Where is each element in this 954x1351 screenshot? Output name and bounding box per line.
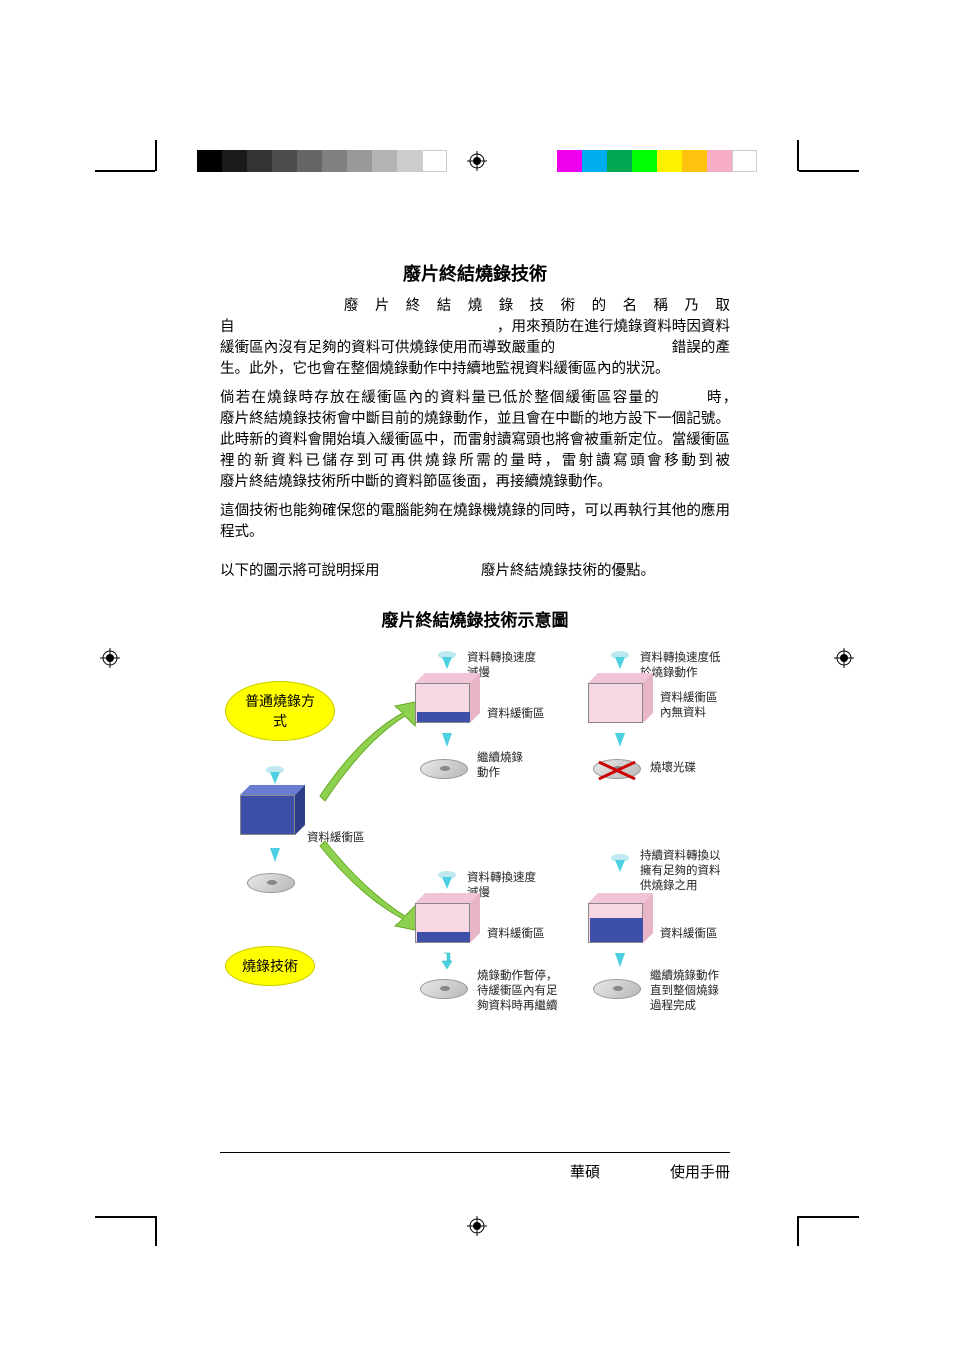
arrow-down-icon	[610, 731, 630, 751]
label-burnt-disc: 燒壞光碟	[650, 761, 696, 776]
heading-diagram: 廢片終結燒錄技術示意圖	[220, 606, 730, 631]
paragraph-2: 倘若在燒錄時存放在緩衝區內的資料量已低於整個緩衝區容量的 時， 廢片終結燒錄技術…	[220, 388, 730, 493]
registration-mark-bottom	[467, 1216, 487, 1236]
page-content: 廢片終結燒錄技術 廢片終結燒錄技術的名稱乃取自 ，用來預防在進行燒錄資料時因資料…	[220, 260, 730, 1051]
page-footer: 華碩 使用手冊	[220, 1152, 730, 1182]
registration-mark-top	[467, 151, 487, 171]
arrow-down-icon	[265, 766, 285, 786]
label-buffer-3: 資料緩衝區	[487, 927, 545, 942]
label-buffer-empty: 資料緩衝區內無資料	[660, 691, 718, 721]
arrow-down-icon	[437, 731, 457, 751]
cloud-flextra-burn: 燒錄技術	[225, 946, 315, 986]
flextra-diagram: 普通燒錄方式 燒錄技術 資料緩衝區 資料轉換速度減慢 資料緩衝區 繼續燒錄動作 …	[205, 651, 745, 1051]
arrow-down-icon	[610, 651, 630, 671]
footer-manual: 使用手冊	[670, 1161, 730, 1182]
paragraph-1: 廢片終結燒錄技術的名稱乃取自 ，用來預防在進行燒錄資料時因資料緩衝區內沒有足夠的…	[220, 296, 730, 380]
heading-flextra: 廢片終結燒錄技術	[220, 260, 730, 286]
arrow-down-icon	[265, 846, 285, 866]
buffer-low-box	[415, 679, 470, 724]
arrow-down-icon	[437, 951, 457, 971]
buffer-low-box-2	[415, 899, 470, 944]
cross-icon	[597, 754, 637, 784]
registration-mark-left	[100, 648, 120, 668]
green-arrow-up	[315, 701, 425, 811]
disc-icon	[247, 873, 295, 893]
arrow-down-icon	[610, 854, 630, 874]
label-complete: 繼續燒錄動作直到整個燒錄過程完成	[650, 969, 719, 1014]
green-arrow-down	[315, 831, 425, 931]
disc-icon	[420, 979, 468, 999]
arrow-down-icon	[437, 871, 457, 891]
buffer-empty-box	[588, 679, 643, 724]
disc-icon	[420, 759, 468, 779]
footer-brand: 華碩	[570, 1161, 600, 1182]
disc-icon	[593, 979, 641, 999]
label-continue-burn: 繼續燒錄動作	[477, 751, 523, 781]
label-buffer-2: 資料緩衝區	[487, 707, 545, 722]
arrow-down-icon	[437, 651, 457, 671]
buffer-full-box	[240, 791, 295, 836]
label-continuous: 持續資料轉換以擁有足夠的資料供燒錄之用	[640, 849, 721, 894]
buffer-fill-box	[588, 899, 643, 944]
color-bar	[557, 150, 757, 172]
label-pause: 燒錄動作暫停，待緩衝區內有足夠資料時再繼續	[477, 969, 558, 1014]
paragraph-4: 以下的圖示將可說明採用 廢片終結燒錄技術的優點。	[220, 561, 730, 582]
registration-mark-right	[834, 648, 854, 668]
paragraph-3: 這個技術也能夠確保您的電腦能夠在燒錄機燒錄的同時，可以再執行其他的應用程式。	[220, 501, 730, 543]
arrow-down-icon	[610, 951, 630, 971]
label-buffer-4: 資料緩衝區	[660, 927, 718, 942]
grayscale-bar	[197, 150, 447, 172]
